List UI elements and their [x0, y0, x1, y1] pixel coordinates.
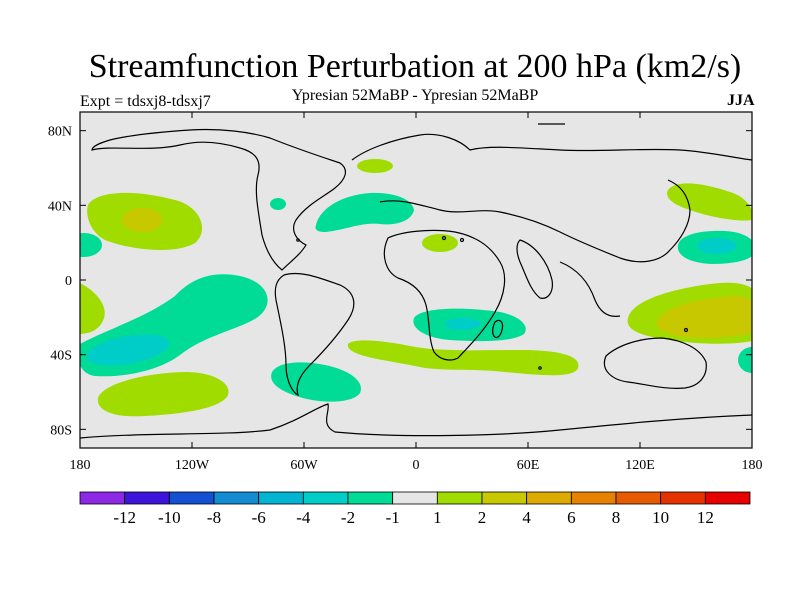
colorbar-swatch	[661, 492, 706, 504]
colorbar-label: 1	[433, 508, 442, 527]
colorbar-swatch	[616, 492, 661, 504]
colorbar-swatch	[482, 492, 527, 504]
lon-label: 180	[742, 458, 763, 473]
colorbar-label: -12	[113, 508, 136, 527]
anomaly-region	[122, 208, 162, 232]
lon-label: 120E	[625, 458, 655, 473]
lon-label: 60W	[290, 458, 318, 473]
colorbar-label: -1	[386, 508, 400, 527]
lat-label: 40N	[48, 199, 72, 214]
anomaly-region	[66, 233, 102, 257]
lat-label: 40S	[50, 349, 72, 364]
colorbar-label: 12	[697, 508, 714, 527]
colorbar-swatch	[348, 492, 393, 504]
map-figure: 80N40N040S80S 180 120W 60W 0 60E 120E 180 -12-…	[0, 0, 800, 600]
lat-label: 0	[65, 274, 72, 289]
colorbar-label: 4	[522, 508, 531, 527]
lon-label: 60E	[517, 458, 540, 473]
colorbar-swatch	[571, 492, 616, 504]
lon-label: 180	[70, 458, 91, 473]
lat-label: 80S	[50, 423, 72, 438]
colorbar-swatch	[214, 492, 259, 504]
anomaly-region	[357, 159, 393, 173]
colorbar-swatch	[303, 492, 348, 504]
lon-label: 0	[413, 458, 420, 473]
colorbar-swatch	[705, 492, 750, 504]
colorbar-label: -10	[158, 508, 181, 527]
colorbar-swatch	[393, 492, 438, 504]
anomaly-region	[445, 318, 481, 330]
colorbar-label: -2	[341, 508, 355, 527]
lat-label: 80N	[48, 125, 72, 140]
colorbar-swatch	[527, 492, 572, 504]
lon-label: 120W	[175, 458, 210, 473]
colorbar-label: -4	[296, 508, 311, 527]
colorbar-label: -8	[207, 508, 221, 527]
colorbar-label: -6	[252, 508, 266, 527]
colorbar-swatch	[169, 492, 214, 504]
colorbar-label: 8	[612, 508, 621, 527]
colorbar-swatch	[125, 492, 170, 504]
anomaly-region	[270, 198, 286, 210]
colorbar-swatch	[80, 492, 125, 504]
colorbar-swatch	[437, 492, 482, 504]
anomaly-region	[697, 238, 737, 254]
colorbar-label: 10	[652, 508, 669, 527]
colorbar-swatch	[259, 492, 304, 504]
colorbar-label: 2	[478, 508, 487, 527]
anomaly-region	[422, 234, 458, 252]
colorbar-label: 6	[567, 508, 576, 527]
colorbar: -12 -10 -8 -6 -4 -2 -1 1 2 4 6 8 10 12	[80, 492, 750, 527]
